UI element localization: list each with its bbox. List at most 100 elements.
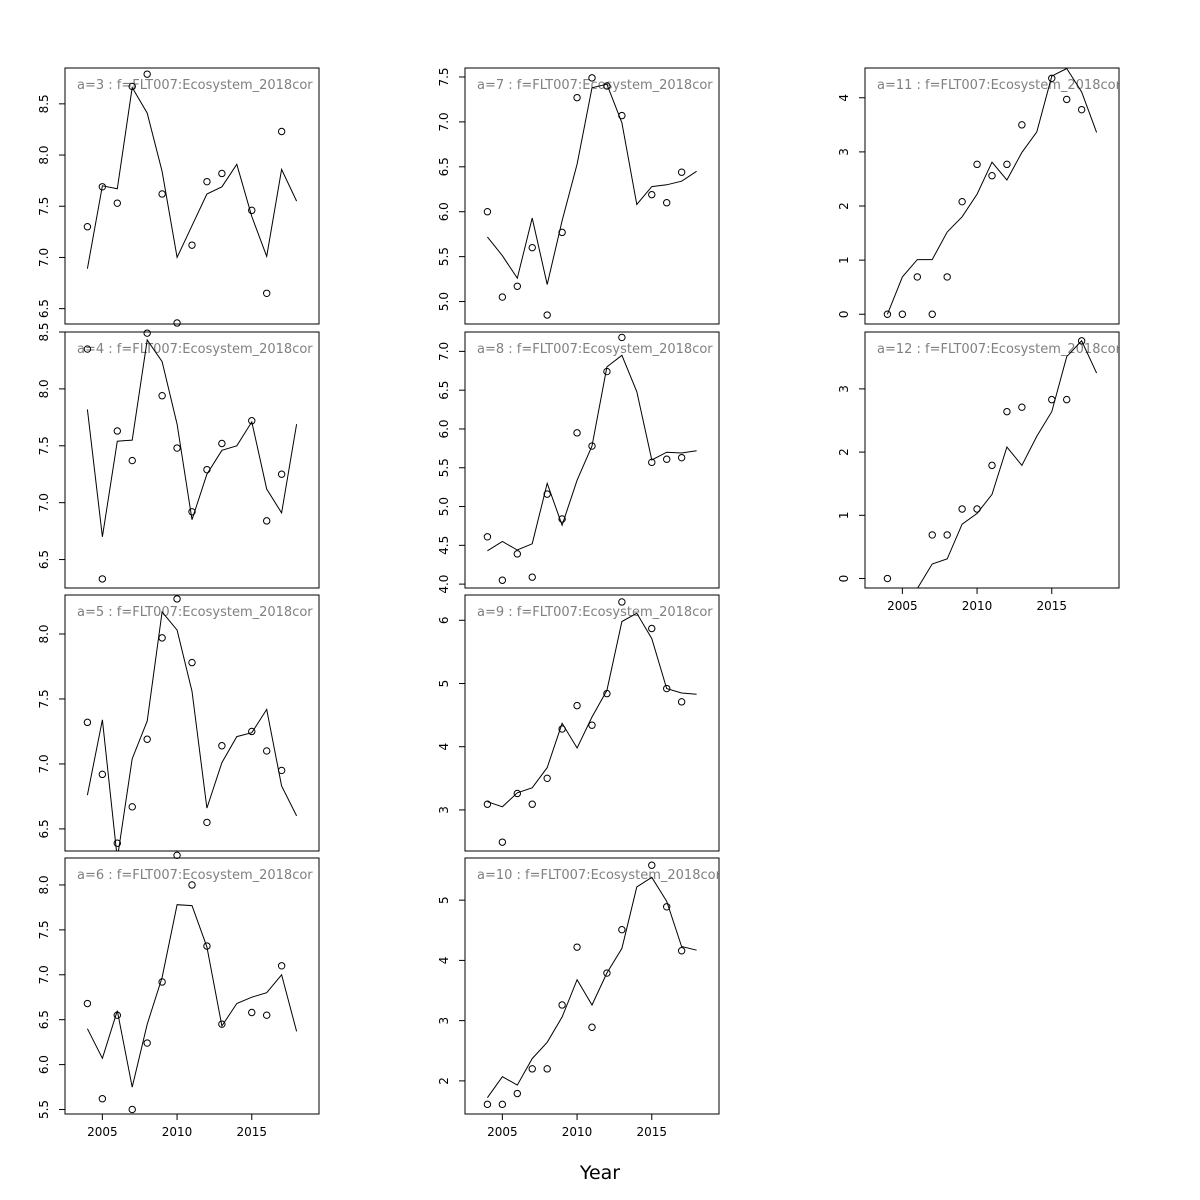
- y-tick-label: 7.0: [37, 493, 51, 512]
- y-tick-label: 2: [837, 202, 851, 210]
- observed-point: [988, 172, 996, 180]
- observed-point: [277, 127, 286, 136]
- observed-point: [83, 999, 92, 1008]
- observed-point: [648, 190, 656, 199]
- observed-point: [913, 273, 921, 281]
- observed-point: [483, 800, 492, 808]
- panel-a8: a=8 : f=FLT007:Ecosystem_2018cor 4.0 4.5 5.…: [437, 331, 720, 594]
- observed-point: [248, 417, 256, 425]
- panel-title: a=3 : f=FLT007:Ecosystem_2018cor: [77, 78, 313, 93]
- observed-point: [203, 818, 211, 827]
- observed-point: [173, 851, 181, 860]
- observed-point: [218, 742, 226, 750]
- observed-point: [943, 273, 951, 281]
- observed-point: [173, 595, 181, 603]
- panel-frame: [864, 331, 1120, 589]
- observed-point: [128, 456, 136, 465]
- panel-title: a=11 : f=FLT007:Ecosystem_2018cor: [877, 78, 1122, 93]
- fitted-line: [486, 876, 697, 1098]
- y-tick-label: 6.5: [37, 299, 51, 318]
- observed-point: [603, 367, 611, 376]
- observed-point: [558, 228, 566, 237]
- y-tick-label: 8.0: [37, 624, 51, 643]
- observed-point: [83, 345, 92, 353]
- x-tick-label: 2005: [887, 599, 918, 613]
- observed-point: [528, 243, 536, 252]
- y-tick-label: 8.5: [37, 322, 51, 341]
- observed-point: [603, 82, 611, 90]
- y-tick-label: 6: [437, 616, 451, 624]
- x-tick-label: 2015: [1036, 599, 1067, 613]
- y-tick-label: 8.0: [37, 875, 51, 894]
- panel-a5: a=5 : f=FLT007:Ecosystem_2018cor 6.5 7.0 7.…: [37, 594, 320, 852]
- observed-point: [188, 508, 196, 516]
- observed-point: [188, 658, 196, 667]
- y-tick-label: 7.5: [37, 436, 51, 455]
- observed-point: [158, 634, 166, 642]
- y-tick-label: 4.5: [437, 536, 451, 555]
- y-tick-label: 6.5: [437, 157, 451, 176]
- y-tick-label: 7.0: [437, 342, 451, 361]
- observed-point: [483, 533, 492, 541]
- panel-frame: [64, 331, 320, 589]
- y-tick-label: 7.5: [437, 67, 451, 86]
- observed-point: [98, 183, 107, 191]
- observed-point: [528, 800, 536, 808]
- observed-point: [588, 74, 596, 82]
- panel-a7: a=7 : f=FLT007:Ecosystem_2018cor 5.0 5.5 6.…: [437, 67, 720, 325]
- observed-point: [113, 199, 121, 207]
- observed-point: [98, 575, 107, 583]
- observed-point: [663, 684, 671, 693]
- fitted-line: [86, 338, 298, 537]
- x-tick-label: 2015: [636, 1125, 667, 1139]
- observed-point: [83, 718, 92, 727]
- observed-point: [588, 1023, 596, 1031]
- observed-point: [263, 1011, 271, 1019]
- observed-point: [263, 747, 271, 755]
- observed-point: [618, 925, 626, 934]
- observed-point: [677, 168, 686, 176]
- observed-point: [143, 1039, 151, 1047]
- observed-point: [663, 199, 671, 207]
- observed-point: [513, 789, 521, 798]
- observed-point: [648, 624, 656, 633]
- y-tick-label: 7.0: [37, 965, 51, 984]
- observed-point: [188, 881, 196, 889]
- x-tick-label: 2005: [87, 1125, 118, 1139]
- y-tick-label: 3: [837, 148, 851, 156]
- y-tick-label: 2: [837, 448, 851, 456]
- panel-frame: [464, 67, 720, 325]
- observed-point: [958, 505, 966, 513]
- observed-point: [988, 461, 996, 470]
- observed-point: [483, 208, 492, 216]
- observed-point: [113, 427, 121, 435]
- observed-point: [513, 550, 521, 558]
- panel-frame: [64, 67, 320, 325]
- y-tick-label: 7.0: [37, 754, 51, 773]
- observed-point: [483, 1100, 492, 1109]
- observed-point: [603, 689, 611, 698]
- observed-point: [113, 839, 121, 847]
- observed-point: [883, 574, 892, 583]
- observed-point: [498, 576, 507, 584]
- observed-point: [143, 735, 151, 743]
- observed-point: [248, 727, 256, 736]
- y-tick-label: 5.0: [437, 497, 451, 516]
- observed-point: [648, 861, 656, 869]
- observed-point: [928, 310, 936, 318]
- y-tick-label: 1: [837, 511, 851, 519]
- fitted-line: [86, 904, 298, 1088]
- observed-point: [98, 770, 107, 779]
- observed-point: [1003, 407, 1011, 416]
- y-tick-label: 6.5: [437, 381, 451, 400]
- observed-point: [158, 190, 166, 198]
- observed-point: [618, 598, 626, 606]
- observed-point: [603, 969, 611, 977]
- x-tick-label: 2005: [487, 1125, 518, 1139]
- y-tick-label: 1: [837, 256, 851, 264]
- observed-point: [618, 111, 626, 120]
- panel-title: a=6 : f=FLT007:Ecosystem_2018cor: [77, 868, 313, 883]
- observed-point: [173, 444, 181, 452]
- observed-point: [1018, 403, 1026, 411]
- observed-point: [928, 531, 936, 539]
